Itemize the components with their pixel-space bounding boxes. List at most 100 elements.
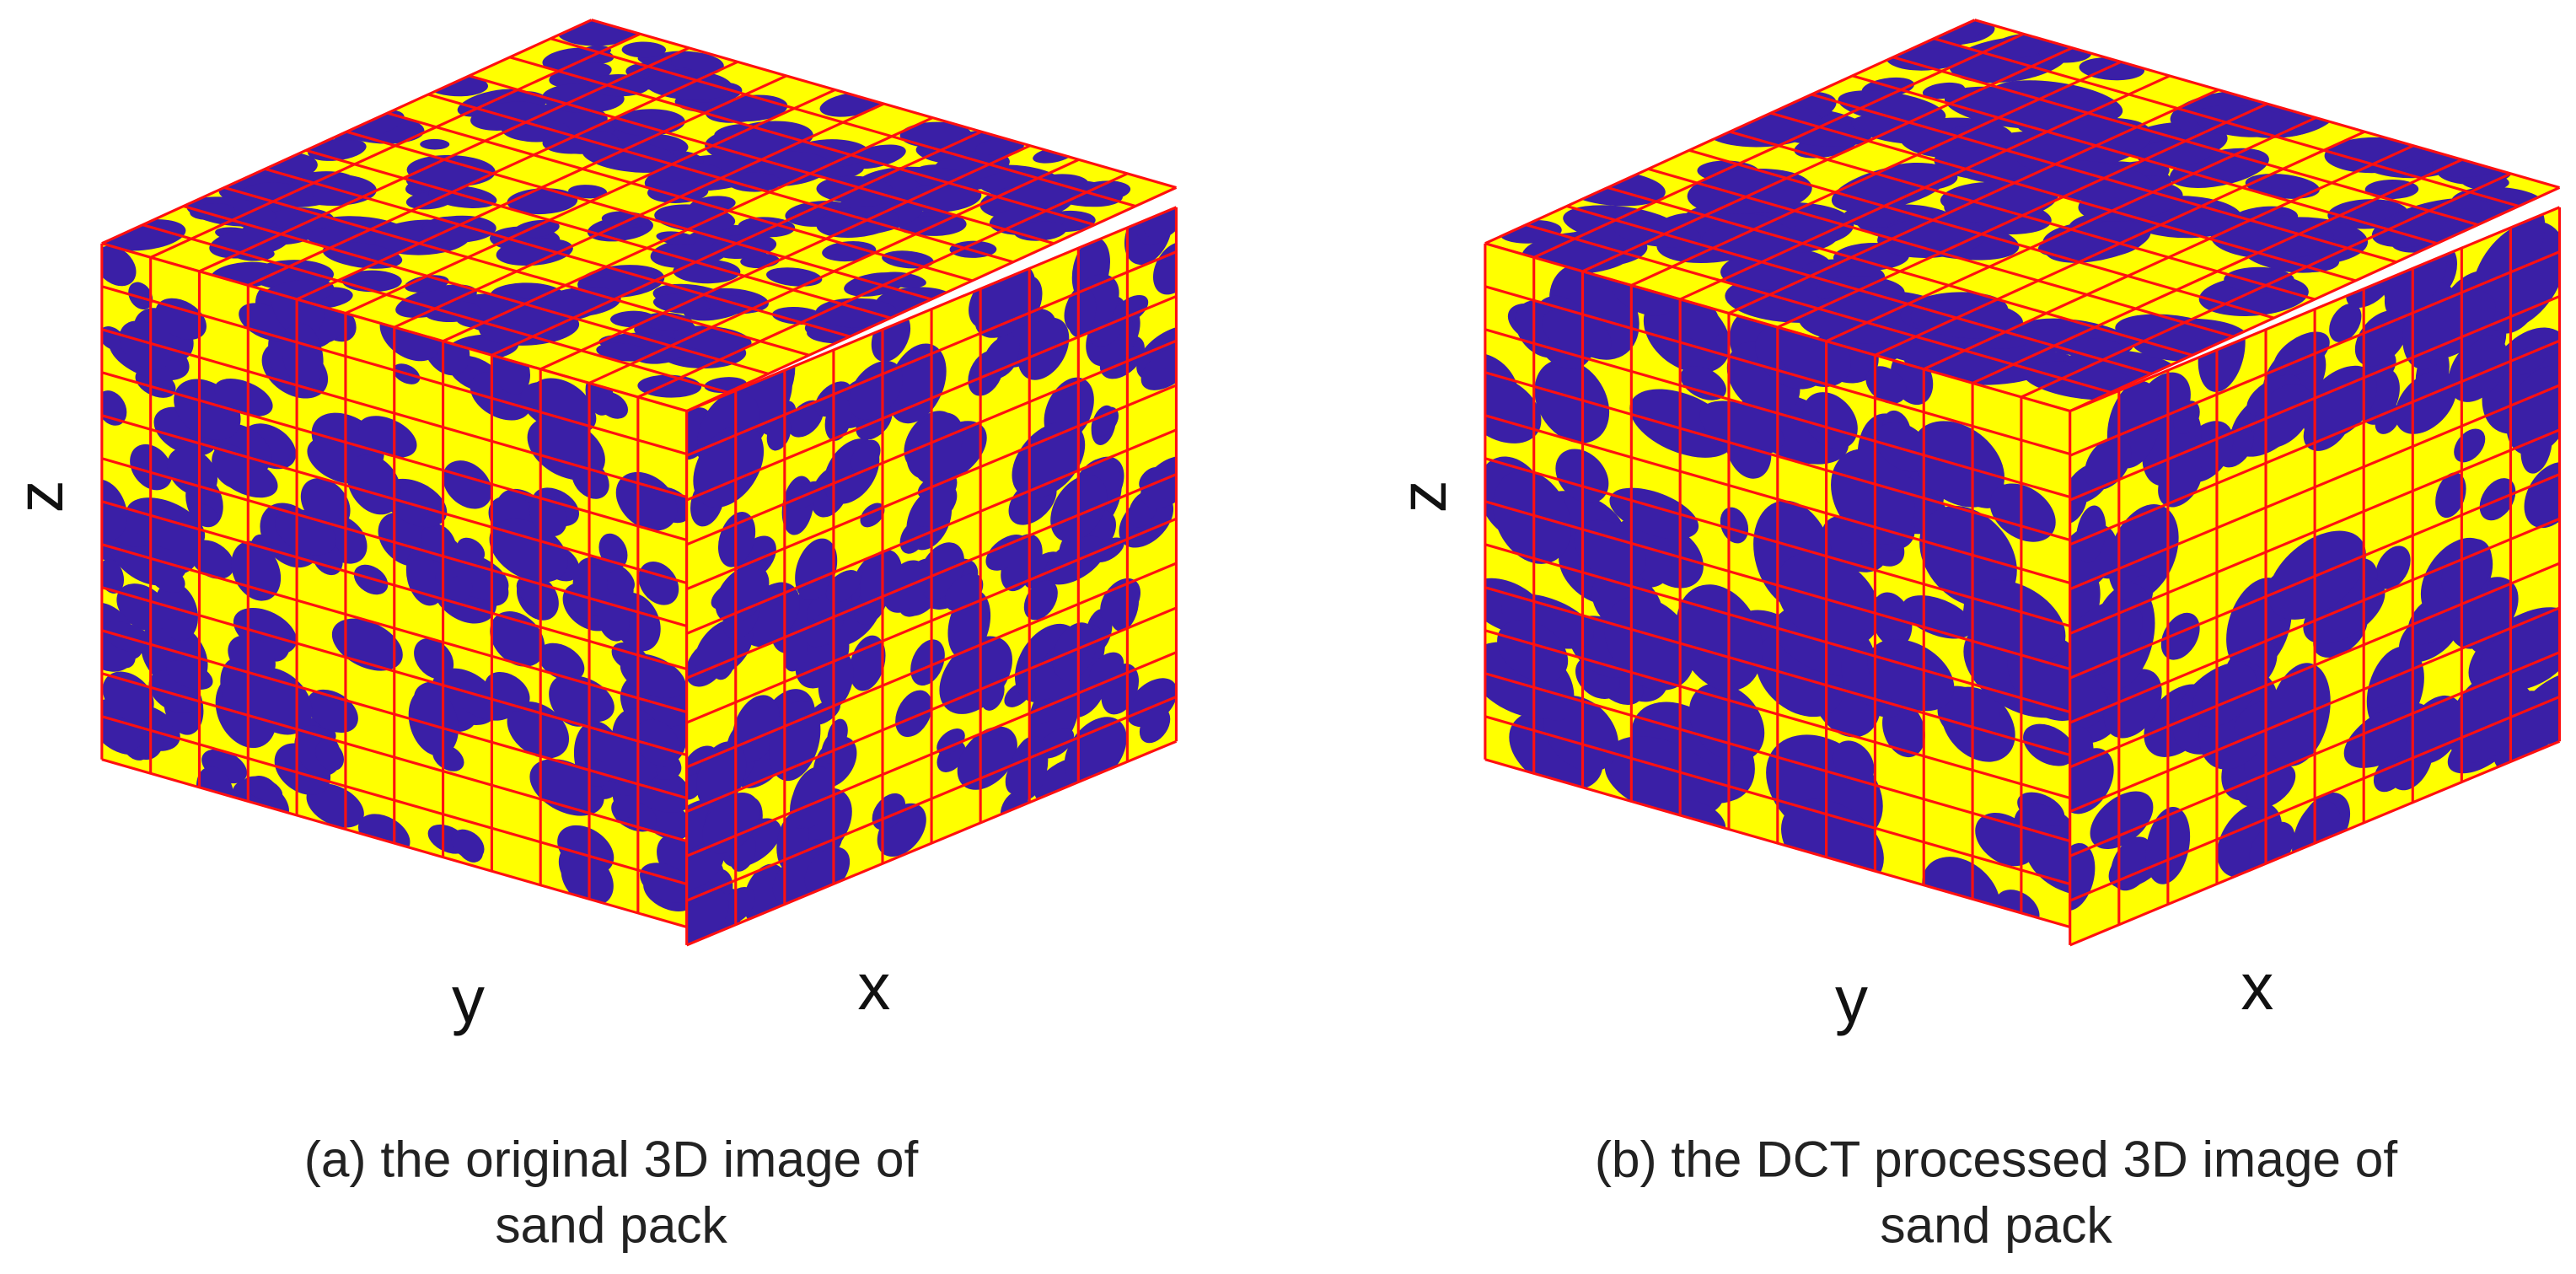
grain bbox=[155, 298, 207, 340]
grid-line bbox=[1484, 672, 2071, 842]
grain bbox=[228, 635, 276, 680]
grid-line bbox=[686, 206, 1178, 412]
grain bbox=[315, 739, 345, 771]
grid-line bbox=[1923, 144, 2414, 371]
cubes bbox=[100, 19, 2562, 947]
grain bbox=[1720, 507, 1749, 544]
grain bbox=[568, 185, 608, 199]
grain bbox=[985, 535, 1028, 571]
grain bbox=[1140, 346, 1177, 390]
grain bbox=[727, 172, 781, 192]
grain bbox=[1152, 241, 1177, 295]
grain bbox=[1802, 392, 1858, 449]
grain bbox=[561, 852, 614, 906]
grain bbox=[501, 117, 570, 142]
grain bbox=[1867, 638, 1955, 712]
grain bbox=[912, 483, 958, 527]
grain bbox=[1139, 707, 1171, 744]
grid-line bbox=[442, 116, 934, 343]
grain bbox=[1688, 683, 1765, 762]
grain bbox=[2448, 335, 2509, 402]
grain bbox=[1023, 580, 1058, 621]
grid-line bbox=[1825, 116, 2317, 343]
grain bbox=[346, 454, 401, 515]
grid-line bbox=[1484, 715, 2071, 885]
grain bbox=[2371, 197, 2493, 248]
grain bbox=[2508, 345, 2548, 376]
grid-line bbox=[2069, 696, 2561, 902]
grain bbox=[604, 213, 640, 226]
grain bbox=[597, 391, 629, 419]
grain bbox=[791, 766, 835, 829]
grid-line bbox=[101, 457, 688, 628]
grid-line bbox=[2069, 562, 2561, 769]
axis-label-z: z bbox=[3, 480, 77, 513]
grain bbox=[2031, 160, 2154, 202]
grain bbox=[732, 695, 781, 763]
grain bbox=[2435, 472, 2466, 519]
grain bbox=[2406, 695, 2464, 764]
grain bbox=[101, 245, 137, 287]
grain bbox=[899, 121, 972, 148]
grain bbox=[2479, 618, 2560, 681]
grid-line bbox=[2069, 606, 2561, 814]
grain bbox=[119, 320, 173, 370]
grain bbox=[702, 792, 760, 854]
grain bbox=[2069, 599, 2143, 678]
grain bbox=[549, 675, 597, 727]
grid-line bbox=[296, 74, 787, 301]
grid-line bbox=[2069, 517, 2561, 724]
grid-line bbox=[1484, 328, 2071, 499]
grain bbox=[101, 712, 143, 750]
grain bbox=[358, 416, 417, 458]
caption-line: (b) the DCT processed 3D image of bbox=[1595, 1131, 2398, 1188]
grain bbox=[2253, 384, 2313, 449]
grain bbox=[2160, 612, 2200, 660]
grain bbox=[190, 202, 235, 220]
grain bbox=[452, 679, 514, 721]
grain bbox=[2441, 539, 2493, 602]
grain bbox=[128, 282, 153, 310]
grid-line bbox=[1484, 19, 1976, 245]
grain bbox=[1088, 652, 1124, 689]
grain bbox=[1606, 736, 1725, 817]
grid-line bbox=[1484, 500, 2071, 671]
grain bbox=[1542, 309, 1612, 357]
grain bbox=[640, 863, 687, 903]
grain bbox=[1067, 288, 1097, 337]
grain bbox=[635, 719, 680, 767]
grain bbox=[1574, 519, 1647, 582]
grain bbox=[1142, 207, 1177, 239]
grid-line bbox=[1484, 242, 2071, 413]
grain bbox=[2224, 266, 2294, 293]
grain bbox=[214, 379, 273, 417]
grain bbox=[1140, 455, 1177, 508]
grain bbox=[596, 342, 651, 362]
grain bbox=[824, 396, 852, 441]
grid-line bbox=[637, 172, 1129, 399]
grid-line bbox=[247, 60, 738, 287]
grid-line bbox=[686, 473, 1178, 680]
grain bbox=[910, 639, 945, 686]
grain bbox=[242, 182, 314, 207]
grain bbox=[2023, 723, 2070, 766]
grain bbox=[408, 687, 459, 756]
grid-line bbox=[2069, 206, 2561, 412]
grid-line bbox=[686, 739, 1178, 947]
grain bbox=[2461, 173, 2509, 191]
grain bbox=[1902, 595, 1973, 639]
grain bbox=[2395, 370, 2457, 434]
grain bbox=[2246, 763, 2296, 809]
grid-line bbox=[1484, 371, 2071, 542]
grid-line bbox=[101, 19, 593, 245]
grid-line bbox=[101, 629, 688, 799]
grid-line bbox=[101, 242, 688, 413]
grain bbox=[2022, 361, 2140, 400]
grain bbox=[166, 659, 213, 691]
grid-line bbox=[1484, 414, 2071, 585]
grain bbox=[1833, 740, 1875, 786]
caption-line: sand pack bbox=[495, 1196, 727, 1254]
grain bbox=[395, 284, 477, 318]
grid-line bbox=[2069, 294, 2561, 502]
